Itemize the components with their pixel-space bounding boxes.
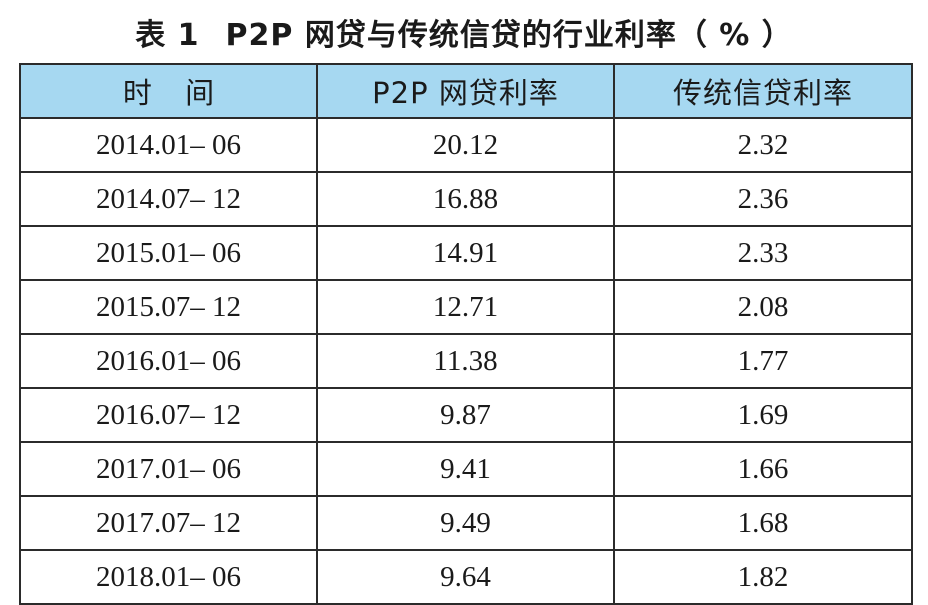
traditional-rate-cell: 2.33 [613, 225, 913, 281]
table-row: 2018.01– 06 9.64 1.82 [19, 549, 913, 605]
period-cell: 2014.07– 12 [19, 171, 318, 227]
period-cell: 2018.01– 06 [19, 549, 318, 605]
table-caption: 表 1 P2P 网贷与传统信贷的行业利率（ % ） [0, 8, 928, 56]
p2p-rate-cell: 16.88 [316, 171, 615, 227]
period-cell: 2015.07– 12 [19, 279, 318, 335]
p2p-rate-cell: 9.49 [316, 495, 615, 551]
header-row: 时 间 P2P 网贷利率 传统信贷利率 [19, 63, 913, 119]
table-row: 2014.01– 06 20.12 2.32 [19, 117, 913, 173]
period-cell: 2017.01– 06 [19, 441, 318, 497]
period-cell: 2014.01– 06 [19, 117, 318, 173]
p2p-rate-cell: 11.38 [316, 333, 615, 389]
p2p-rate-cell: 9.87 [316, 387, 615, 443]
column-header-period: 时 间 [19, 63, 318, 119]
period-cell: 2017.07– 12 [19, 495, 318, 551]
traditional-rate-cell: 2.08 [613, 279, 913, 335]
table-number: 表 1 [135, 18, 200, 53]
table-header: 时 间 P2P 网贷利率 传统信贷利率 [19, 63, 913, 119]
column-header-p2p-rate: P2P 网贷利率 [316, 63, 615, 119]
table-row: 2017.07– 12 9.49 1.68 [19, 495, 913, 551]
p2p-rate-cell: 14.91 [316, 225, 615, 281]
period-cell: 2016.01– 06 [19, 333, 318, 389]
table-title: P2P 网贷与传统信贷的行业利率（ % ） [225, 18, 793, 53]
table-row: 2015.01– 06 14.91 2.33 [19, 225, 913, 281]
period-cell: 2015.01– 06 [19, 225, 318, 281]
traditional-rate-cell: 1.77 [613, 333, 913, 389]
table-body: 2014.01– 06 20.12 2.32 2014.07– 12 16.88… [19, 117, 913, 605]
table-row: 2016.01– 06 11.38 1.77 [19, 333, 913, 389]
period-cell: 2016.07– 12 [19, 387, 318, 443]
table-row: 2014.07– 12 16.88 2.36 [19, 171, 913, 227]
p2p-rate-cell: 9.64 [316, 549, 615, 605]
traditional-rate-cell: 1.66 [613, 441, 913, 497]
p2p-rate-cell: 9.41 [316, 441, 615, 497]
column-header-traditional-rate: 传统信贷利率 [613, 63, 913, 119]
interest-rate-table: 时 间 P2P 网贷利率 传统信贷利率 2014.01– 06 20.12 2.… [19, 63, 913, 605]
traditional-rate-cell: 1.82 [613, 549, 913, 605]
traditional-rate-cell: 2.36 [613, 171, 913, 227]
traditional-rate-cell: 1.69 [613, 387, 913, 443]
p2p-rate-cell: 12.71 [316, 279, 615, 335]
table-row: 2016.07– 12 9.87 1.69 [19, 387, 913, 443]
table-row: 2015.07– 12 12.71 2.08 [19, 279, 913, 335]
traditional-rate-cell: 2.32 [613, 117, 913, 173]
traditional-rate-cell: 1.68 [613, 495, 913, 551]
p2p-rate-cell: 20.12 [316, 117, 615, 173]
table-row: 2017.01– 06 9.41 1.66 [19, 441, 913, 497]
